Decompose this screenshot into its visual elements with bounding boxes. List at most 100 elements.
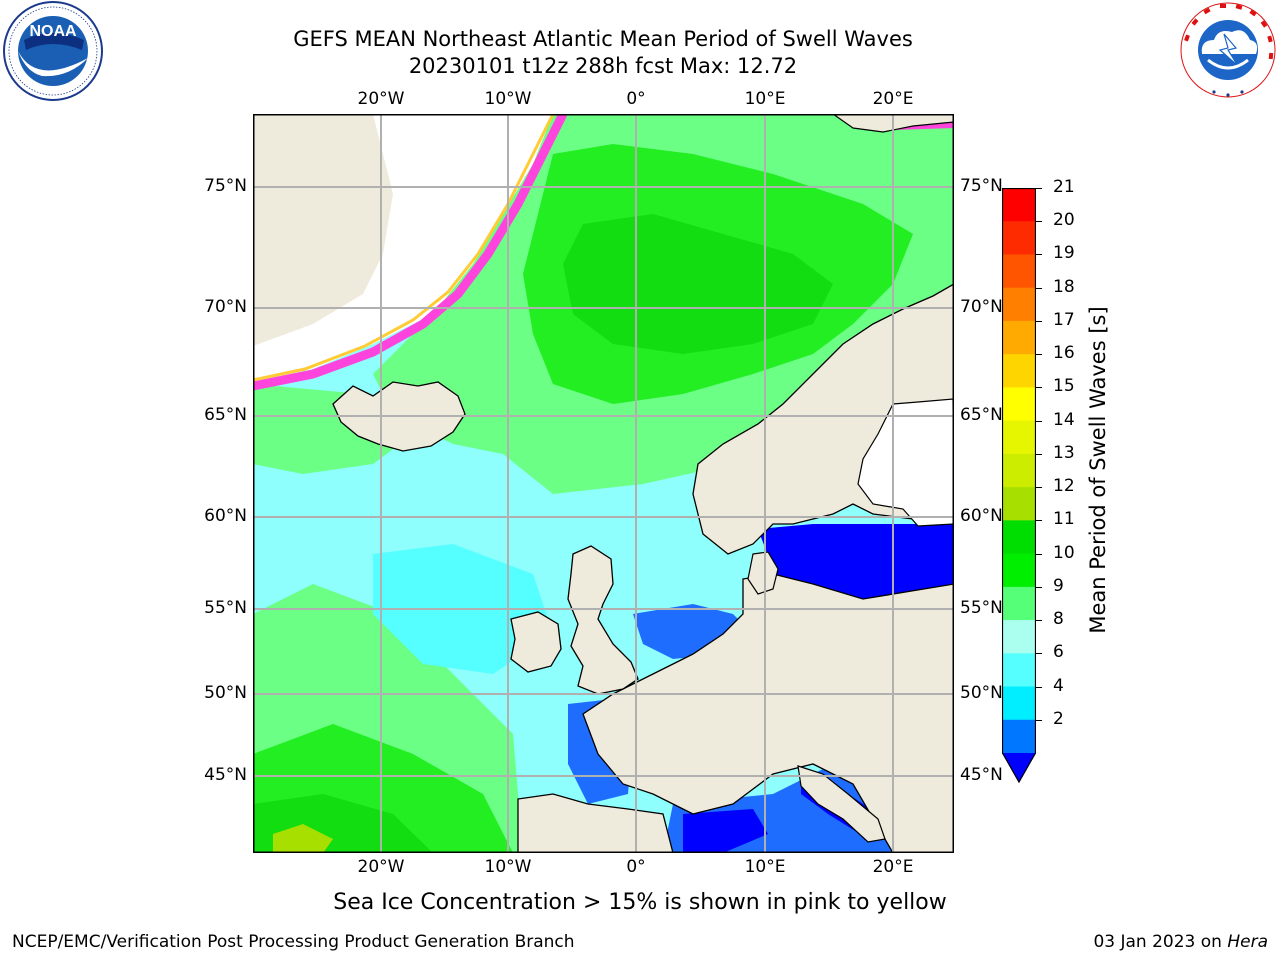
- colorbar-tick-mark: [1036, 221, 1042, 223]
- colorbar-label: Mean Period of Swell Waves [s]: [1086, 306, 1110, 634]
- colorbar-tick-label: 4: [1053, 675, 1064, 696]
- colorbar-tick-mark: [1036, 719, 1042, 721]
- footer-date: 03 Jan 2023 on Hera: [1093, 932, 1268, 952]
- lat-tick-right: 55°N: [960, 598, 1003, 618]
- gulf-of-bothnia: [857, 398, 954, 527]
- colorbar-tick-label: 20: [1053, 210, 1075, 231]
- lat-tick-right: 65°N: [960, 405, 1003, 425]
- swell-under-mediterranean: [683, 809, 768, 853]
- footer-credit: NCEP/EMC/Verification Post Processing Pr…: [12, 932, 575, 952]
- lon-tick-top: 0°: [626, 89, 646, 109]
- continental-europe-north: [582, 573, 954, 853]
- colorbar-tick-mark: [1036, 320, 1042, 322]
- lat-tick-left: 55°N: [204, 598, 247, 618]
- colorbar: [1001, 187, 1037, 784]
- lon-tick-bottom: 10°W: [484, 857, 532, 877]
- colorbar-segment: [1002, 586, 1036, 621]
- lon-tick-bottom: 10°E: [744, 857, 786, 877]
- colorbar-tick-mark: [1036, 387, 1042, 389]
- lat-tick-left: 50°N: [204, 683, 247, 703]
- colorbar-tick-label: 8: [1053, 609, 1064, 630]
- colorbar-segment: [1002, 188, 1036, 222]
- great-britain-landmass: [567, 545, 639, 695]
- colorbar-segment: [1002, 520, 1036, 555]
- lat-tick-right: 50°N: [960, 683, 1003, 703]
- lat-tick-right: 45°N: [960, 765, 1003, 785]
- colorbar-tick-mark: [1036, 553, 1042, 555]
- colorbar-tick-label: 11: [1053, 509, 1075, 530]
- colorbar-tick-label: 18: [1053, 276, 1075, 297]
- colorbar-under-arrow: [1002, 753, 1036, 783]
- footer-host: Hera: [1227, 932, 1268, 952]
- colorbar-segment: [1002, 420, 1036, 455]
- sea-ice-caption: Sea Ice Concentration > 15% is shown in …: [333, 890, 947, 915]
- sea-ice-edge-inner: [253, 114, 555, 382]
- denmark-landmass: [747, 551, 779, 595]
- colorbar-tick-label: 9: [1053, 575, 1064, 596]
- map-frame: [253, 114, 954, 853]
- lat-tick-left: 75°N: [204, 176, 247, 196]
- colorbar-tick-mark: [1036, 354, 1042, 356]
- lat-tick-right: 75°N: [960, 176, 1003, 196]
- colorbar-tick-mark: [1036, 254, 1042, 256]
- colorbar-tick-mark: [1036, 420, 1042, 422]
- lon-tick-top: 10°W: [484, 89, 532, 109]
- colorbar-segment: [1002, 354, 1036, 388]
- colorbar-tick-label: 16: [1053, 343, 1075, 364]
- colorbar-tick-mark: [1036, 620, 1042, 622]
- lon-tick-top: 10°E: [744, 89, 786, 109]
- italy-landmass: [797, 765, 886, 843]
- graticule: [253, 114, 954, 853]
- lat-tick-left: 70°N: [204, 297, 247, 317]
- colorbar-tick-mark: [1036, 287, 1042, 289]
- lon-tick-bottom: 0°: [626, 857, 646, 877]
- colorbar-tick-label: 17: [1053, 309, 1075, 330]
- greenland-ice-free-zone: [253, 114, 553, 382]
- colorbar-segment: [1002, 487, 1036, 521]
- ireland-landmass: [510, 611, 562, 673]
- colorbar-tick-mark: [1036, 520, 1042, 522]
- lon-tick-bottom: 20°E: [872, 857, 914, 877]
- colorbar-tick-mark: [1036, 453, 1042, 455]
- colorbar-tick-label: 21: [1053, 177, 1075, 197]
- colorbar-segment: [1002, 620, 1036, 654]
- colorbar-segment: [1002, 287, 1036, 322]
- lon-tick-top: 20°W: [357, 89, 405, 109]
- colorbar-tick-label: 13: [1053, 442, 1075, 463]
- colorbar-segment: [1002, 653, 1036, 688]
- lat-tick-left: 60°N: [204, 506, 247, 526]
- colorbar-segment: [1002, 387, 1036, 422]
- colorbar-segment: [1002, 254, 1036, 289]
- swell-period-map: [253, 114, 954, 853]
- lon-tick-bottom: 20°W: [357, 857, 405, 877]
- colorbar-outline: [1001, 187, 1037, 784]
- colorbar-tick-mark: [1036, 188, 1042, 189]
- lat-tick-left: 45°N: [204, 765, 247, 785]
- colorbar-tick-label: 12: [1053, 476, 1075, 497]
- colorbar-segment: [1002, 553, 1036, 588]
- swell-12s-field: [273, 824, 333, 853]
- colorbar-tick-label: 14: [1053, 409, 1075, 430]
- colorbar-tick-mark: [1036, 586, 1042, 588]
- noaa-logo: NOAA: [2, 0, 104, 102]
- map-subtitle: 20230101 t12z 288h fcst Max: 12.72: [408, 54, 798, 78]
- colorbar-segment: [1002, 453, 1036, 488]
- sea-ice-edge: [253, 114, 568, 391]
- lat-tick-left: 65°N: [204, 405, 247, 425]
- colorbar-tick-label: 2: [1053, 708, 1064, 729]
- iberia-landmass: [517, 793, 674, 853]
- colorbar-tick-label: 6: [1053, 642, 1064, 663]
- colorbar-tick-label: 19: [1053, 243, 1075, 264]
- colorbar-segment: [1002, 221, 1036, 255]
- footer-date-text: 03 Jan 2023 on: [1093, 932, 1228, 952]
- colorbar-tick-mark: [1036, 653, 1042, 655]
- lat-tick-right: 60°N: [960, 506, 1003, 526]
- lat-tick-right: 70°N: [960, 297, 1003, 317]
- colorbar-tick-label: 10: [1053, 542, 1075, 563]
- nws-logo: [1178, 0, 1278, 100]
- colorbar-segment: [1002, 320, 1036, 355]
- colorbar-tick-mark: [1036, 487, 1042, 489]
- colorbar-tick-label: 15: [1053, 376, 1075, 397]
- map-title: GEFS MEAN Northeast Atlantic Mean Period…: [293, 27, 913, 51]
- colorbar-segment: [1002, 686, 1036, 721]
